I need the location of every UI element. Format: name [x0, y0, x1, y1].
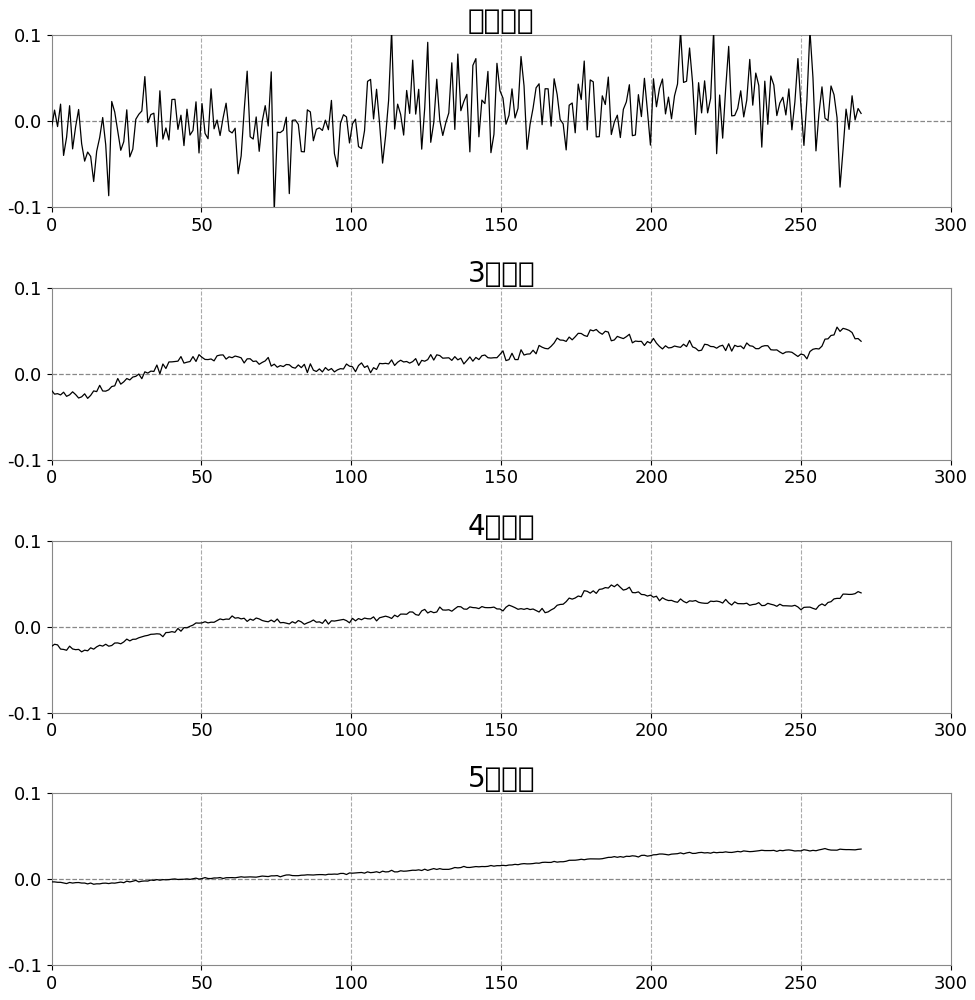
- Title: 原始数据: 原始数据: [468, 7, 534, 35]
- Title: 4层分解: 4层分解: [468, 513, 535, 541]
- Title: 3层分解: 3层分解: [467, 260, 535, 288]
- Title: 5层分解: 5层分解: [468, 765, 535, 793]
